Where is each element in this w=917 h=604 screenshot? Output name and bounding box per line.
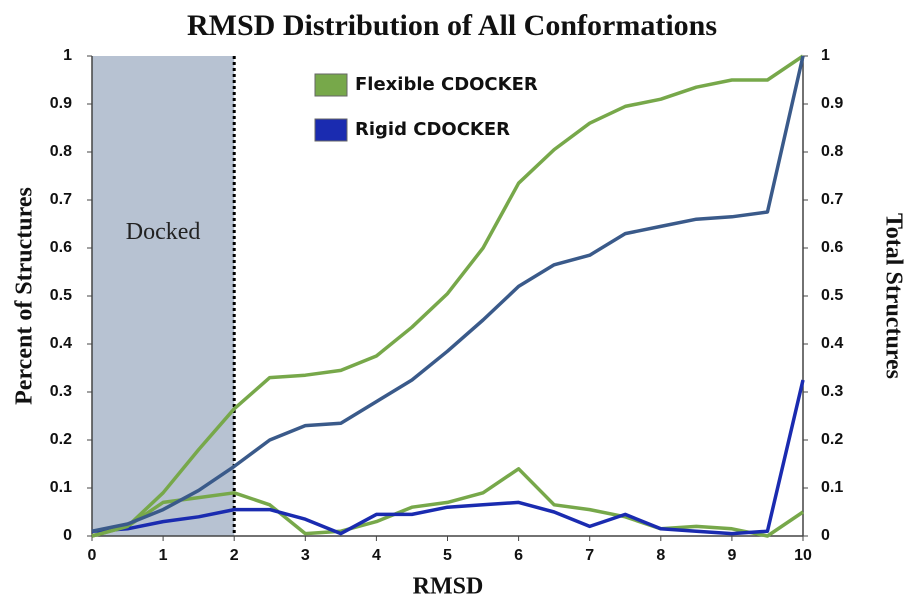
legend-swatch (314, 118, 348, 142)
x-tick-label: 9 (727, 547, 736, 564)
x-tick-label: 6 (514, 547, 523, 564)
series-line (91, 379, 805, 536)
series-line (91, 55, 805, 533)
y-tick-label: 0.5 (50, 287, 72, 304)
y2-tick-label: 0.8 (821, 143, 843, 160)
y2-tick-label: 0.7 (821, 191, 843, 208)
y-tick-label: 0 (63, 527, 72, 544)
series-line (91, 467, 804, 538)
x-tick-label: 2 (230, 547, 239, 564)
x-tick-label: 7 (585, 547, 594, 564)
y-tick-label: 0.4 (50, 335, 72, 352)
y-tick-label: 0.2 (50, 431, 72, 448)
y-tick-label: 0.9 (50, 95, 72, 112)
y2-tick-label: 0.1 (821, 479, 843, 496)
y2-tick-label: 0.9 (821, 95, 843, 112)
y2-tick-label: 1 (821, 47, 830, 64)
y-tick-label: 0.8 (50, 143, 72, 160)
x-axis-label: RMSD (413, 574, 484, 600)
y-tick-label: 0.3 (50, 383, 72, 400)
y-tick-label: 0.7 (50, 191, 72, 208)
y2-tick-label: 0 (821, 527, 830, 544)
docked-label: Docked (126, 219, 201, 245)
y2-axis-label: Total Structures (880, 213, 906, 379)
x-tick-label: 10 (794, 547, 812, 564)
x-tick-label: 1 (159, 547, 168, 564)
x-tick-label: 0 (88, 547, 97, 564)
y2-tick-label: 0.3 (821, 383, 843, 400)
y-axis-label: Percent of Structures (12, 187, 38, 405)
chart-title: RMSD Distribution of All Conformations (187, 9, 717, 42)
legend-label: Flexible CDOCKER (355, 74, 538, 95)
y2-tick-label: 0.4 (821, 335, 843, 352)
y-tick-label: 1 (63, 47, 72, 64)
legend-swatch (314, 73, 348, 97)
docked-region (92, 56, 235, 536)
x-tick-label: 5 (443, 547, 452, 564)
y-tick-label: 0.6 (50, 239, 72, 256)
x-tick-label: 3 (301, 547, 310, 564)
legend-label: Rigid CDOCKER (355, 119, 510, 140)
series-line (91, 54, 804, 538)
y2-tick-label: 0.2 (821, 431, 843, 448)
y2-tick-label: 0.5 (821, 287, 843, 304)
y2-tick-label: 0.6 (821, 239, 843, 256)
y-tick-label: 0.1 (50, 479, 72, 496)
x-tick-label: 4 (372, 547, 381, 564)
x-tick-label: 8 (656, 547, 665, 564)
